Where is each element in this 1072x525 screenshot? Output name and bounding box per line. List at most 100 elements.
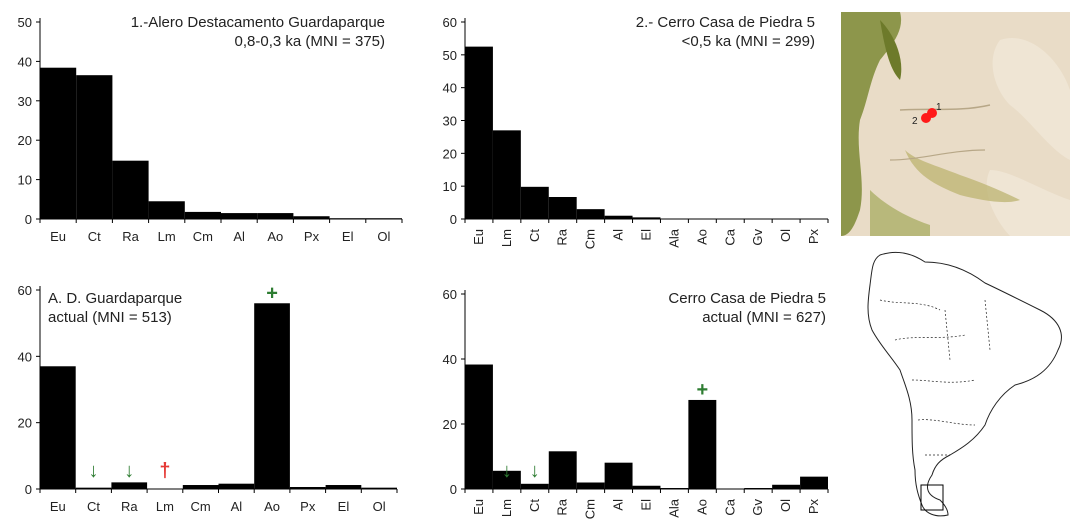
- x-tick-label: Gv: [750, 229, 765, 246]
- x-tick-label: Lm: [158, 229, 176, 244]
- x-tick-label: Lm: [499, 499, 514, 517]
- x-tick-label: Cm: [193, 229, 213, 244]
- bar-ol: [361, 487, 397, 489]
- south-america-outline: [867, 251, 1062, 517]
- vegetation-patch: [880, 20, 902, 80]
- bar-al: [604, 215, 633, 219]
- x-tick-label: Eu: [471, 499, 486, 515]
- south-america-map: [867, 251, 1062, 517]
- study-area-box: [920, 484, 944, 511]
- bar-cm: [576, 209, 605, 219]
- x-tick-label: El: [639, 229, 654, 241]
- y-tick-label: 30: [443, 114, 457, 129]
- y-tick-label: 0: [25, 482, 32, 497]
- chart-cerro-casa-de-piedra-actual: 0 20 40 60 Eu Lm Ct Ra Cm Al El Ala Ao Ca Gv Ol Px Cerro …: [443, 287, 829, 519]
- bar-cm: [184, 211, 221, 219]
- chart-cerro-casa-de-piedra-past: 0 10 20 30 40 50 60 Eu Lm Ct Ra Cm Al El Ala Ao Ca Gv Ol Px…: [443, 14, 829, 249]
- decrease-marker: ↓: [530, 460, 540, 482]
- bar-el: [325, 485, 362, 489]
- x-tick-label: Ala: [666, 228, 681, 248]
- bar-al: [604, 462, 633, 489]
- x-tick-label: Ct: [88, 229, 101, 244]
- x-tick-label: Ala: [666, 498, 681, 518]
- bar-eu: [465, 364, 493, 489]
- bar-al: [221, 213, 258, 219]
- x-tick-label: Cm: [191, 499, 211, 514]
- chart-title: Cerro Casa de Piedra 5: [668, 290, 826, 307]
- x-tick-label: Ol: [778, 499, 793, 512]
- chart-subtitle: <0,5 ka (MNI = 299): [682, 33, 815, 50]
- x-tick-label: Ct: [87, 499, 100, 514]
- y-tick-label: 40: [18, 349, 32, 364]
- bar-lm: [492, 130, 521, 219]
- bar-eu: [40, 366, 76, 489]
- chart-title: 2.- Cerro Casa de Piedra 5: [636, 14, 815, 31]
- y-tick-label: 0: [25, 212, 32, 227]
- bar-ct: [520, 186, 549, 219]
- x-tick-label: Px: [304, 229, 320, 244]
- x-tick-label: Px: [300, 499, 316, 514]
- bar-eu: [465, 46, 493, 220]
- x-tick-label: Ca: [722, 498, 737, 515]
- increase-marker: +: [697, 379, 709, 401]
- x-tick-label: El: [338, 499, 350, 514]
- bar-ra: [111, 482, 148, 489]
- bar-ct: [76, 75, 113, 219]
- chart-title: 1.-Alero Destacamento Guardaparque: [131, 14, 385, 31]
- y-tick-label: 20: [443, 417, 457, 432]
- x-tick-label: Ao: [267, 229, 283, 244]
- bar-px: [289, 487, 326, 489]
- y-tick-label: 0: [450, 482, 457, 497]
- x-tick-label: Lm: [499, 229, 514, 247]
- x-tick-label: Ao: [694, 229, 709, 245]
- bar-al: [218, 483, 255, 489]
- regional-map: 1 2: [841, 12, 1070, 236]
- x-tick-label: Ol: [373, 499, 386, 514]
- y-tick-label: 40: [443, 352, 457, 367]
- x-tick-label: Al: [231, 499, 243, 514]
- chart-subtitle: actual (MNI = 627): [702, 309, 826, 326]
- vegetation-west: [841, 12, 902, 236]
- x-tick-label: Ra: [555, 498, 570, 515]
- x-tick-label: Ol: [778, 229, 793, 242]
- increase-marker: +: [266, 282, 278, 304]
- site-marker-2: [921, 113, 931, 123]
- x-tick-label: Ra: [122, 229, 139, 244]
- y-tick-label: 60: [18, 283, 32, 298]
- x-tick-label: Cm: [583, 229, 598, 249]
- bar-el: [632, 485, 661, 489]
- site-label-1: 1: [936, 102, 942, 113]
- x-tick-label: Ct: [527, 499, 542, 512]
- y-tick-label: 60: [443, 15, 457, 30]
- chart-alero-guardaparque-actual: 0 20 40 60 Eu Ct Ra Lm Cm Al Ao Px El Ol A. D. Guardap…: [18, 282, 398, 514]
- x-tick-label: Eu: [50, 499, 66, 514]
- x-tick-label: Ra: [555, 228, 570, 245]
- ocean-area-south: [986, 170, 1070, 236]
- bar-px: [293, 216, 330, 219]
- y-tick-label: 20: [443, 146, 457, 161]
- chart-subtitle: actual (MNI = 513): [48, 309, 172, 326]
- x-tick-label: El: [639, 499, 654, 511]
- bar-eu: [40, 67, 77, 219]
- x-tick-label: Gv: [750, 499, 765, 516]
- ocean-area: [992, 38, 1070, 160]
- y-tick-label: 20: [18, 133, 32, 148]
- bar-lm: [492, 470, 521, 489]
- river: [889, 149, 986, 161]
- y-tick-label: 50: [18, 15, 32, 30]
- y-tick-label: 40: [18, 54, 32, 69]
- bar-ra: [548, 197, 577, 219]
- chart-subtitle: 0,8-0,3 ka (MNI = 375): [235, 33, 385, 50]
- x-tick-label: Al: [611, 229, 626, 241]
- bar-ao: [257, 213, 294, 219]
- bar-ct: [520, 483, 549, 489]
- y-tick-label: 50: [443, 48, 457, 63]
- y-tick-label: 10: [18, 173, 32, 188]
- y-tick-label: 0: [450, 212, 457, 227]
- chart-title: A. D. Guardaparque: [48, 290, 182, 307]
- vegetation-south: [870, 190, 930, 236]
- bar-ol: [772, 484, 801, 489]
- y-tick-label: 10: [443, 179, 457, 194]
- site-label-2: 2: [912, 116, 918, 127]
